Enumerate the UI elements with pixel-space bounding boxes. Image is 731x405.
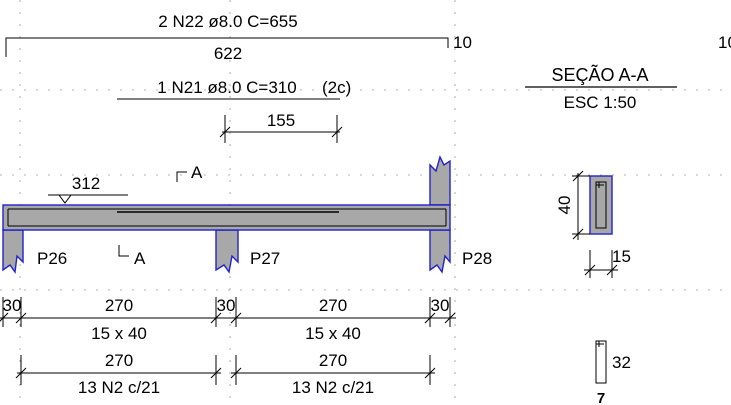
beam-elevation bbox=[2, 155, 451, 274]
support-width-p28: 30 bbox=[431, 296, 450, 315]
span-section-1: 15 x 40 bbox=[91, 324, 147, 343]
section-a-a-title: SEÇÃO A-A ESC 1:50 bbox=[525, 64, 677, 112]
cut-label-bottom: A bbox=[134, 249, 146, 268]
pillar-label-p27: P27 bbox=[250, 249, 280, 268]
pillar-p26 bbox=[2, 229, 24, 274]
rebar-n22-shape bbox=[5, 37, 449, 57]
rebar-n22-length: 622 bbox=[214, 44, 242, 63]
offscreen-hook-label: 10 bbox=[718, 33, 731, 52]
cut-label-top: A bbox=[191, 163, 203, 182]
stirrup-spec-2: 13 N2 c/21 bbox=[292, 378, 374, 397]
pillar-label-p28: P28 bbox=[462, 249, 492, 268]
pillar-p28-upper bbox=[429, 155, 451, 206]
rebar-n21-suffix: (2c) bbox=[322, 78, 351, 97]
pillar-p27 bbox=[215, 229, 239, 274]
span-length-1: 270 bbox=[105, 296, 133, 315]
rebar-n21: 1 N21 ø8.0 C=310 (2c) 155 bbox=[117, 78, 351, 143]
stirrup-spec-1: 13 N2 c/21 bbox=[78, 378, 160, 397]
section-cross: 40 15 bbox=[555, 170, 631, 278]
span-section-2: 15 x 40 bbox=[305, 324, 361, 343]
stirrup-span-2: 270 bbox=[319, 351, 347, 370]
cut-marker-bottom: A bbox=[118, 245, 146, 268]
stirrup-width-label: 7 bbox=[597, 390, 605, 405]
cut-marker-top: A bbox=[176, 163, 203, 182]
support-width-p26: 30 bbox=[3, 296, 22, 315]
level-marker: 312 bbox=[48, 174, 128, 204]
stirrup-span-1: 270 bbox=[105, 351, 133, 370]
section-scale: ESC 1:50 bbox=[564, 93, 637, 112]
rebar-n22: 2 N22 ø8.0 C=655 10 622 bbox=[5, 12, 472, 63]
level-value: 312 bbox=[72, 174, 100, 193]
rebar-n22-hook-right: 10 bbox=[453, 33, 472, 52]
pillar-label-p26: P26 bbox=[37, 249, 67, 268]
rebar-n21-label: 1 N21 ø8.0 C=310 bbox=[157, 78, 296, 97]
section-height-label: 40 bbox=[555, 196, 574, 215]
support-width-p27: 30 bbox=[217, 296, 236, 315]
rebar-n21-length: 155 bbox=[267, 111, 295, 130]
rebar-n22-label: 2 N22 ø8.0 C=655 bbox=[158, 12, 297, 31]
stirrup-shape: 32 7 bbox=[595, 340, 631, 405]
pillar-p28 bbox=[429, 229, 451, 274]
stirrup-dimension-row: 270 270 13 N2 c/21 13 N2 c/21 bbox=[15, 351, 436, 397]
span-dimension-row: 30 30 30 270 270 15 x 40 15 x 40 bbox=[0, 296, 456, 343]
section-width-label: 15 bbox=[612, 247, 631, 266]
section-title: SEÇÃO A-A bbox=[551, 64, 648, 85]
stirrup-height-label: 32 bbox=[612, 353, 631, 372]
span-length-2: 270 bbox=[319, 296, 347, 315]
